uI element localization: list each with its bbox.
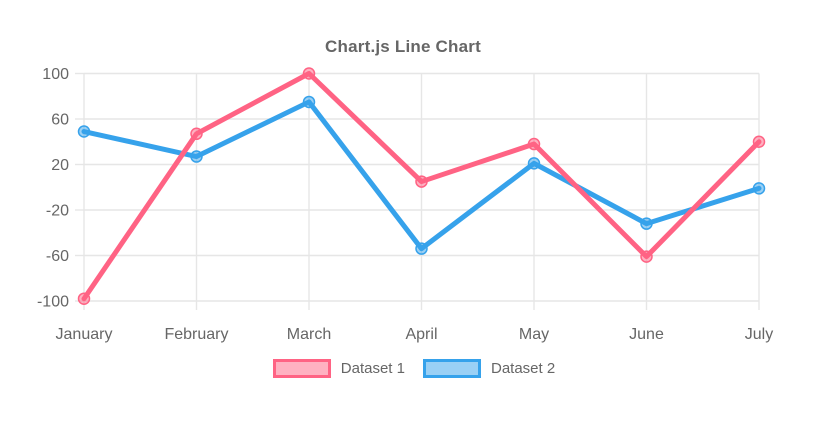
data-point-dataset-2-april[interactable] (415, 242, 428, 255)
data-point-dataset-1-may[interactable] (527, 137, 541, 151)
legend-label-dataset-1: Dataset 1 (340, 360, 405, 377)
data-point-dataset-2-february[interactable] (190, 150, 203, 163)
y-tick-label: 60 (51, 112, 69, 129)
data-point-dataset-1-july[interactable] (752, 135, 766, 148)
y-tick-label: 100 (42, 66, 69, 83)
x-tick-label-july: July (745, 326, 773, 343)
data-point-dataset-1-march[interactable] (302, 67, 316, 80)
data-point-dataset-2-march[interactable] (302, 95, 316, 109)
data-point-dataset-1-june[interactable] (640, 250, 653, 263)
legend-item-dataset-1[interactable]: Dataset 1 (272, 359, 405, 378)
x-axis: January February March April May June July (56, 73, 773, 343)
x-tick-label-may: May (519, 326, 549, 343)
chart-legend: Dataset 1 Dataset 2 (0, 359, 828, 378)
series-dataset-1 (77, 67, 766, 305)
legend-label-dataset-2: Dataset 2 (491, 360, 556, 377)
x-tick-label-april: April (405, 326, 437, 343)
y-tick-label: -100 (37, 294, 69, 311)
x-tick-label-february: February (164, 326, 228, 343)
x-tick-label-june: June (629, 326, 664, 343)
y-tick-label: -20 (46, 203, 69, 220)
x-tick-label-january: January (56, 326, 113, 343)
y-axis: 100 60 20 -20 -60 -100 (37, 66, 759, 311)
legend-item-dataset-2[interactable]: Dataset 2 (423, 359, 555, 378)
data-point-dataset-2-june[interactable] (640, 217, 653, 230)
y-tick-label: 20 (51, 157, 69, 174)
y-tick-label: -60 (46, 248, 69, 265)
legend-swatch-dataset-2 (423, 359, 481, 378)
data-point-dataset-1-april[interactable] (415, 175, 428, 188)
chart-title: Chart.js Line Chart (325, 37, 481, 56)
data-point-dataset-2-may[interactable] (527, 157, 541, 170)
data-point-dataset-1-february[interactable] (190, 127, 203, 141)
data-point-dataset-1-january[interactable] (77, 292, 91, 305)
series-dataset-2 (77, 95, 766, 255)
x-tick-label-march: March (287, 326, 331, 343)
data-point-dataset-2-january[interactable] (77, 125, 91, 138)
data-point-dataset-2-july[interactable] (752, 182, 766, 195)
legend-swatch-dataset-1 (272, 359, 331, 378)
